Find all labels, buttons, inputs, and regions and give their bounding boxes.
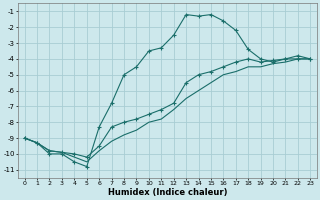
X-axis label: Humidex (Indice chaleur): Humidex (Indice chaleur) — [108, 188, 227, 197]
